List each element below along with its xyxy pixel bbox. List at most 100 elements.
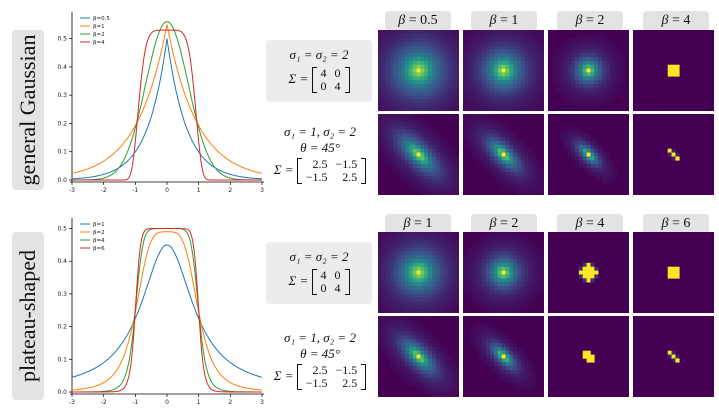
kernel-pixel — [493, 370, 499, 375]
kernel-pixel — [501, 297, 506, 302]
kernel-pixel — [401, 373, 406, 379]
kernel-pixel — [509, 171, 514, 177]
kernel-pixel — [393, 339, 398, 344]
kernel-pixel — [478, 45, 483, 50]
kernel-pixel — [671, 270, 676, 275]
kernel-pixel — [605, 156, 611, 161]
kernel-pixel — [416, 309, 421, 313]
kernel-pixel — [482, 323, 487, 328]
kernel-pixel — [435, 243, 441, 248]
kernel-pixel — [482, 41, 487, 46]
kernel-pixel — [378, 60, 383, 66]
kernel-pixel — [517, 171, 522, 177]
kernel-pixel — [528, 282, 533, 287]
kernel-pixel — [428, 366, 433, 371]
kernel-pixel — [408, 247, 414, 252]
kernel-pixel — [420, 346, 425, 352]
kernel-pixel — [513, 362, 518, 367]
kernel-pixel — [598, 168, 603, 173]
kernel-pixel — [381, 107, 387, 111]
kernel-pixel — [486, 114, 491, 119]
kernel-pixel — [463, 30, 468, 35]
kernel-pixel — [520, 235, 526, 241]
kernel-pixel — [505, 57, 510, 62]
kernel-pixel — [439, 274, 444, 279]
kernel-pixel — [470, 68, 475, 73]
kernel-pixel — [501, 137, 506, 142]
kernel-pixel — [381, 262, 387, 268]
kernel-pixel — [482, 346, 487, 352]
kernel-pixel — [385, 293, 390, 298]
x-tick-label: -2 — [101, 187, 107, 194]
kernel-pixel — [536, 270, 541, 275]
kernel-pixel — [536, 187, 541, 192]
kernel-image-isotropic — [633, 30, 714, 111]
kernel-pixel — [443, 370, 448, 375]
kernel-pixel — [378, 87, 383, 93]
beta-label: β = 6 — [643, 214, 709, 234]
kernel-pixel — [470, 152, 475, 157]
kernel-pixel — [605, 175, 611, 180]
kernel-pixel — [486, 235, 491, 241]
kernel-pixel — [517, 103, 522, 108]
kernel-pixel — [586, 72, 591, 77]
beta-label: β = 0.5 — [385, 11, 451, 31]
kernel-pixel — [424, 331, 429, 336]
kernel-pixel — [528, 385, 533, 390]
kernel-pixel — [428, 235, 433, 241]
kernel-pixel — [381, 239, 387, 244]
kernel-pixel — [474, 343, 479, 348]
kernel-pixel — [447, 175, 452, 180]
kernel-pixel — [378, 301, 383, 306]
kernel-pixel — [478, 327, 483, 332]
kernel-pixel — [435, 305, 441, 310]
kernel-pixel — [524, 30, 529, 35]
kernel-pixel — [567, 49, 572, 54]
kernel-pixel — [536, 68, 541, 73]
kernel-pixel — [520, 373, 526, 379]
kernel-pixel — [420, 49, 425, 54]
kernel-pixel — [486, 346, 491, 352]
kernel-pixel — [443, 243, 448, 248]
kernel-pixel — [416, 152, 421, 157]
kernel-pixel — [517, 286, 522, 291]
kernel-pixel — [575, 148, 580, 153]
kernel-pixel — [416, 30, 421, 35]
kernel-pixel — [447, 377, 452, 382]
kernel-pixel — [393, 301, 398, 306]
kernel-pixel — [424, 144, 429, 150]
kernel-heatmap — [667, 148, 680, 161]
kernel-pixel — [420, 343, 425, 348]
kernel-pixel — [520, 274, 526, 279]
kernel-pixel — [447, 144, 452, 150]
kernel-pixel — [385, 160, 390, 165]
kernel-pixel — [470, 45, 475, 50]
kernel-pixel — [401, 331, 406, 336]
kernel-pixel — [405, 247, 410, 252]
kernel-pixel — [405, 129, 410, 134]
kernel-pixel — [497, 259, 502, 264]
kernel-pixel — [497, 99, 502, 104]
kernel-pixel — [420, 76, 425, 81]
kernel-pixel — [405, 343, 410, 348]
kernel-pixel — [424, 72, 429, 77]
kernel-pixel — [389, 148, 394, 153]
kernel-pixel — [381, 87, 387, 93]
kernel-pixel — [497, 286, 502, 291]
kernel-pixel — [567, 64, 572, 69]
kernel-pixel — [478, 57, 483, 62]
kernel-pixel — [598, 144, 603, 150]
kernel-pixel — [420, 191, 425, 195]
kernel-pixel — [590, 354, 595, 359]
kernel-pixel — [493, 57, 499, 62]
kernel-pixel — [420, 262, 425, 268]
kernel-pixel — [490, 64, 495, 69]
kernel-pixel — [517, 60, 522, 66]
kernel-pixel — [439, 64, 444, 69]
kernel-pixel — [466, 121, 472, 126]
kernel-pixel — [385, 80, 390, 85]
kernel-pixel — [486, 327, 491, 332]
kernel-pixel — [578, 103, 584, 108]
kernel-pixel — [536, 37, 541, 42]
kernel-pixel — [401, 259, 406, 264]
